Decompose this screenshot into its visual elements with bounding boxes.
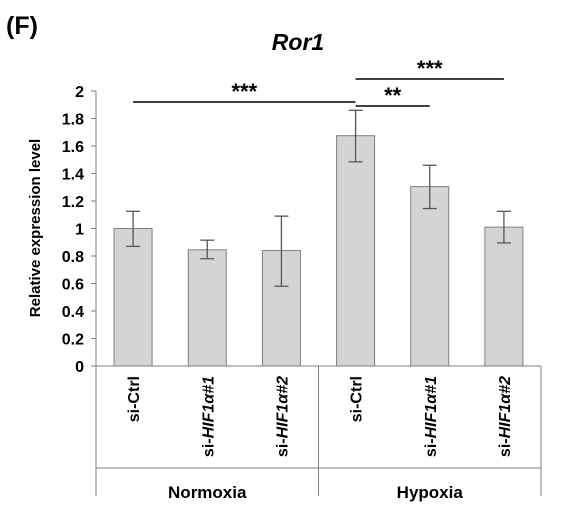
x-tick-label: si-Ctrl bbox=[349, 376, 366, 422]
y-tick-label: 0.4 bbox=[62, 304, 84, 321]
significance-group: *** ***** bbox=[133, 56, 504, 108]
y-tick-label: 1.2 bbox=[62, 194, 84, 211]
y-axis: 0 0.2 0.4 0.6 0.8 1 1.2 1.4 1.6 1.8 2 bbox=[62, 84, 97, 376]
bar bbox=[187, 249, 227, 367]
error-bar bbox=[348, 109, 363, 163]
error-bar bbox=[274, 215, 289, 287]
significance-label: ** bbox=[384, 83, 402, 108]
bar bbox=[484, 226, 524, 367]
x-tick-label: si-HIF1α#1 bbox=[200, 376, 217, 457]
error-bar bbox=[200, 239, 215, 260]
error-bar bbox=[496, 210, 511, 244]
y-tick-label: 1 bbox=[75, 222, 84, 239]
x-tick-label: si-HIF1α#1 bbox=[423, 376, 440, 457]
bar bbox=[410, 186, 450, 367]
y-tick-label: 0.2 bbox=[62, 332, 84, 349]
y-tick-label: 1.8 bbox=[62, 112, 84, 129]
y-tick-label: 1.4 bbox=[62, 167, 84, 184]
y-tick-label: 0.6 bbox=[62, 277, 84, 294]
bar bbox=[336, 135, 376, 367]
x-tick-label: si-HIF1α#2 bbox=[274, 376, 291, 457]
x-tick-label: si-HIF1α#2 bbox=[497, 376, 514, 457]
significance-label: *** bbox=[231, 79, 257, 104]
group-label: Hypoxia bbox=[397, 483, 464, 502]
y-tick-label: 0.8 bbox=[62, 249, 84, 266]
y-tick-label: 1.6 bbox=[62, 139, 84, 156]
y-tick-label: 2 bbox=[75, 84, 84, 101]
panel-label: (F) bbox=[6, 12, 38, 40]
error-bars-group bbox=[126, 109, 511, 287]
x-tick-label: si-Ctrl bbox=[126, 376, 143, 422]
x-axis: si-Ctrl si-HIF1α#1 si-HIF1α#2 si-Ctrl si-HIF… bbox=[95, 365, 542, 502]
y-axis-label: Relative expression level bbox=[27, 139, 44, 317]
chart-title: Ror1 bbox=[272, 29, 324, 55]
group-label: Normoxia bbox=[168, 483, 247, 502]
bars-group bbox=[113, 135, 524, 367]
y-tick-label: 0 bbox=[75, 359, 84, 376]
significance-label: *** bbox=[417, 56, 443, 81]
error-bar bbox=[126, 210, 141, 248]
bar bbox=[113, 228, 153, 367]
error-bar bbox=[422, 164, 437, 210]
